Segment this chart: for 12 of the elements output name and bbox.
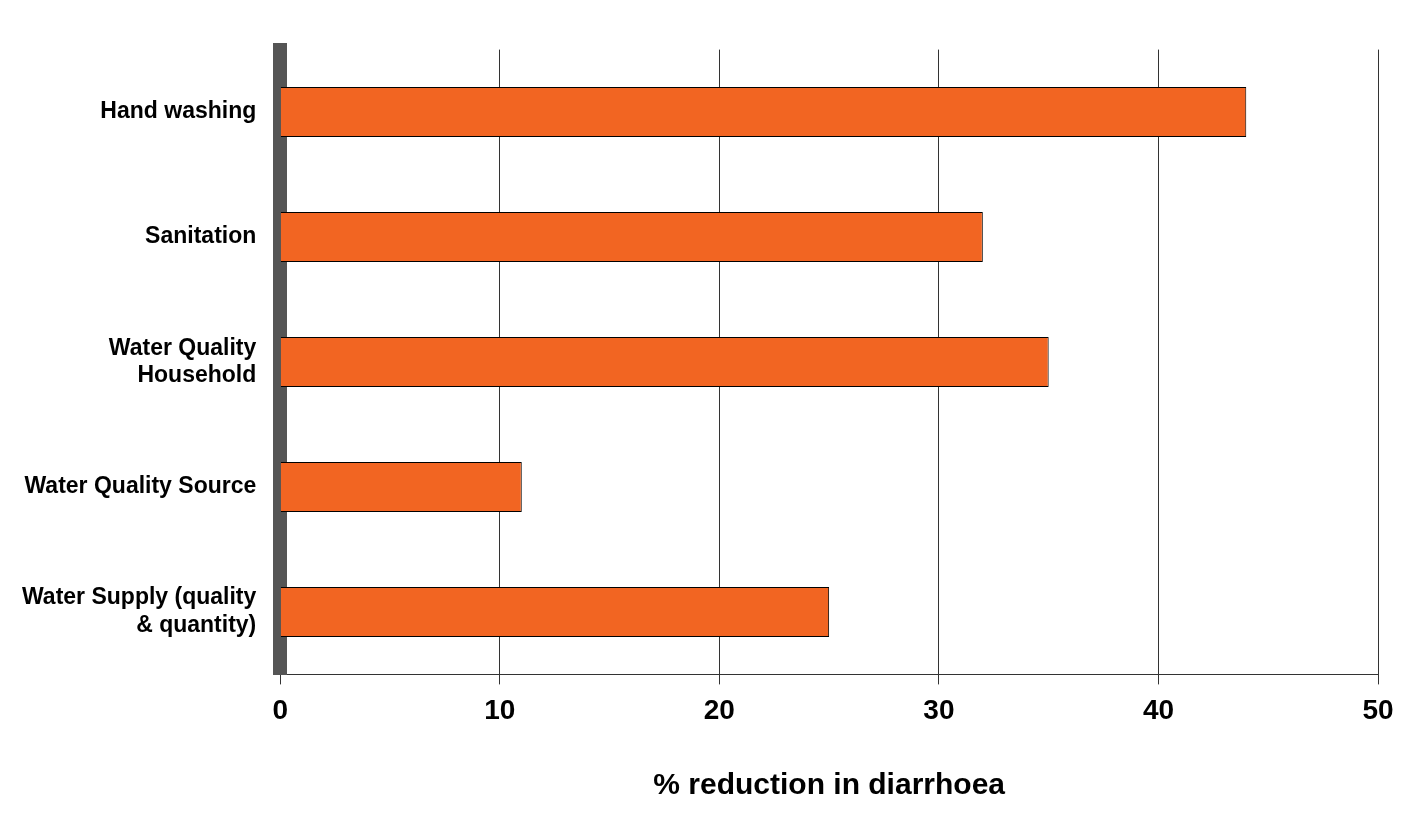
x-axis-title: % reduction in diarrhoea	[653, 767, 1006, 801]
x-tick-label: 0	[272, 693, 289, 725]
x-tick-label: 50	[1362, 693, 1394, 725]
y-tick-label: Hand washing	[100, 97, 257, 124]
x-tick-label: 40	[1142, 693, 1175, 725]
x-tick-label: 20	[703, 693, 735, 725]
y-tick-label: Water Quality Source	[24, 472, 257, 499]
x-tick-label: 10	[484, 693, 516, 725]
y-tick-label: Sanitation	[145, 222, 257, 249]
y-tick-label: Water Quality Household	[108, 333, 257, 388]
y-tick-label: Water Supply (quality & quantity)	[22, 583, 257, 638]
x-tick-label: 30	[923, 693, 955, 725]
